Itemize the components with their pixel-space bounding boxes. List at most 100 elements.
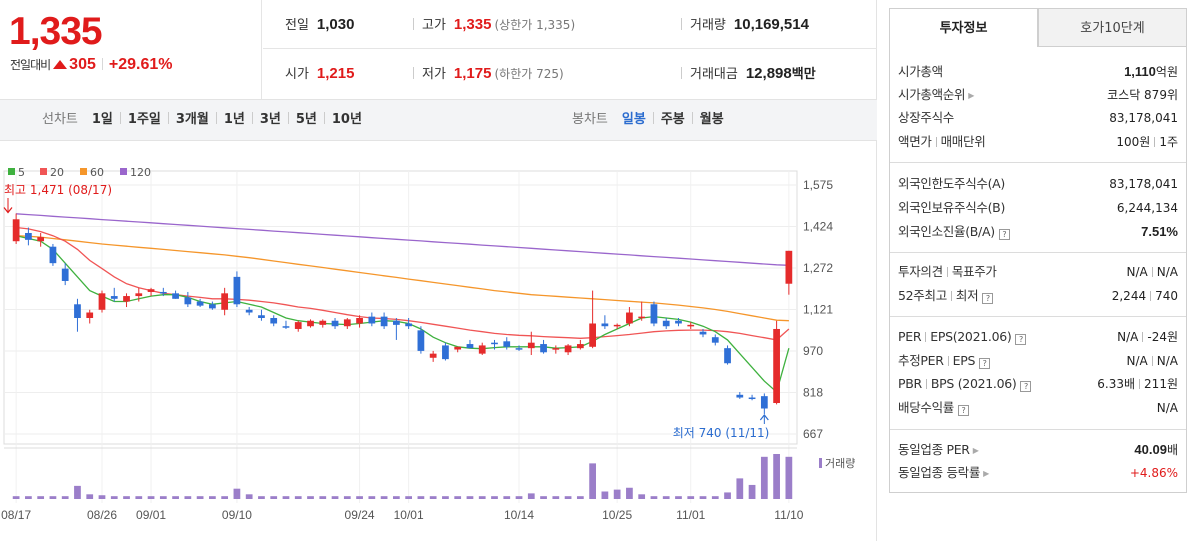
divider	[167, 112, 169, 124]
period-5y[interactable]: 5년	[295, 112, 317, 127]
y-tick-label: 1,121	[803, 303, 833, 317]
divider	[925, 379, 927, 389]
opinion-label: 투자의견	[898, 264, 943, 279]
x-tick-label: 11/10	[774, 508, 803, 522]
candle-body	[86, 312, 94, 319]
ma60-line	[16, 235, 789, 322]
help-icon[interactable]: ?	[1015, 334, 1027, 345]
help-icon[interactable]: ?	[1020, 381, 1032, 392]
volume-bar	[368, 496, 376, 499]
current-price: 1,335	[9, 10, 103, 53]
caret-right-icon[interactable]: ▶	[972, 446, 979, 455]
price-change-row: 전일대비 305 +29.61%	[10, 56, 172, 74]
period-1w[interactable]: 1주일	[127, 112, 161, 127]
foreign-exhaust-row: 외국인소진율(B/A)? 7.51%	[898, 221, 1182, 243]
candle-body	[589, 323, 596, 347]
caret-right-icon[interactable]: ▶	[983, 469, 989, 478]
volume-bar	[37, 496, 45, 499]
candle-chart-label: 봉차트	[572, 112, 608, 127]
period-1y[interactable]: 1년	[223, 112, 245, 127]
volume-bar	[503, 496, 511, 499]
open-label: 시가	[285, 67, 309, 82]
help-icon[interactable]: ?	[982, 293, 994, 304]
dividend-row: 배당수익률? N/A	[898, 397, 1182, 419]
divider	[323, 112, 325, 124]
stock-main-panel: 1,335 전일대비 305 +29.61% 전일 1,030 고가 1,335 (상한가…	[0, 0, 877, 541]
help-icon[interactable]: ?	[958, 405, 970, 416]
high-stat: 고가 1,335 (상한가 1,335)	[413, 0, 575, 49]
candle-daily[interactable]: 일봉	[621, 112, 646, 127]
volume-bar	[650, 496, 658, 499]
eps-value: -24원	[1147, 330, 1178, 344]
help-icon[interactable]: ?	[979, 358, 991, 369]
est-per-label: 추정PER	[898, 353, 944, 368]
divider	[950, 291, 952, 301]
divider	[1142, 332, 1144, 342]
candle-body	[221, 293, 229, 310]
candle-body	[319, 320, 327, 325]
industry-per-values: 40.09배	[1134, 439, 1178, 461]
week52-high-label: 52주최고	[898, 288, 947, 303]
help-icon[interactable]: ?	[998, 229, 1010, 240]
volume-bar	[61, 496, 69, 499]
up-arrow-icon	[53, 60, 68, 69]
volume-bar	[478, 496, 486, 499]
ma120-line	[16, 213, 789, 266]
par-value-value: 100원	[1116, 135, 1151, 149]
candle-body	[25, 232, 32, 240]
candle-monthly[interactable]: 월봉	[699, 112, 724, 127]
divider	[101, 58, 103, 70]
low-label: 저가	[422, 67, 446, 82]
volume-bar	[98, 495, 106, 499]
volume-stat: 거래량 10,169,514	[681, 0, 809, 49]
candle-body	[503, 341, 511, 347]
volume-bar	[294, 496, 302, 499]
candle-body	[392, 320, 400, 325]
candle-body	[209, 304, 216, 309]
period-3m[interactable]: 3개월	[175, 112, 209, 127]
market-cap-row: 시가총액 1,110억원	[898, 61, 1182, 83]
stock-chart[interactable]: 1,575 1,424 1,272 1,121 970 818 667 08/17 08/26 0…	[0, 141, 877, 541]
candle-body	[49, 246, 57, 264]
caret-right-icon[interactable]: ▶	[968, 91, 975, 100]
opinion-key: 투자의견 목표주가	[898, 261, 997, 283]
x-tick-label: 09/10	[222, 508, 252, 522]
period-3y[interactable]: 3년	[259, 112, 281, 127]
candle-body	[466, 344, 474, 349]
period-10y[interactable]: 10년	[331, 112, 362, 127]
divider	[119, 112, 121, 124]
dividend-key: 배당수익률?	[898, 397, 970, 419]
candle-body	[380, 316, 388, 327]
candle-body	[736, 394, 744, 398]
tab-order-book[interactable]: 호가10단계	[1038, 8, 1187, 47]
volume-bar	[196, 496, 204, 499]
high-label: 고가	[422, 18, 446, 33]
candle-body	[540, 344, 547, 353]
foreign-held-label: 외국인보유주식수(B)	[898, 200, 1006, 215]
candle-body	[515, 348, 523, 350]
candle-weekly[interactable]: 주봉	[660, 112, 685, 127]
pbr-label: PBR	[898, 376, 922, 391]
candle-body	[61, 268, 69, 281]
candle-body	[196, 301, 204, 306]
volume-bar	[209, 496, 216, 499]
open-value: 1,215	[316, 65, 355, 82]
volume-bar	[724, 492, 731, 499]
divider	[652, 112, 654, 124]
candle-chart-periods: 봉차트 일봉 주봉 월봉	[572, 100, 724, 140]
candlestick-chart-svg[interactable]: 1,575 1,424 1,272 1,121 970 818 667 08/17 08/26 0…	[0, 141, 877, 541]
chart-period-toolbar: 선차트 1일 1주일 3개월 1년 3년 5년 10년 봉차트 일봉 주봉 월봉	[0, 99, 877, 141]
candle-body	[576, 344, 584, 349]
stats-row-1: 전일 1,030 고가 1,335 (상한가 1,335) 거래량 10,169,514	[263, 0, 877, 49]
volume-bar	[748, 484, 756, 499]
candle-body	[294, 322, 302, 329]
opinion-row: 투자의견 목표주가 N/A N/A	[898, 261, 1182, 283]
candle-body	[760, 396, 768, 409]
est-per-eps-row: 추정PER EPS? N/A N/A	[898, 350, 1182, 372]
tab-investment-info[interactable]: 투자정보	[889, 8, 1038, 47]
period-1d[interactable]: 1일	[91, 112, 113, 127]
par-value-label: 액면가	[898, 134, 932, 149]
eps-label: EPS(2021.06)	[930, 329, 1012, 344]
divider	[925, 332, 927, 342]
prev-close-label: 전일	[285, 18, 309, 33]
